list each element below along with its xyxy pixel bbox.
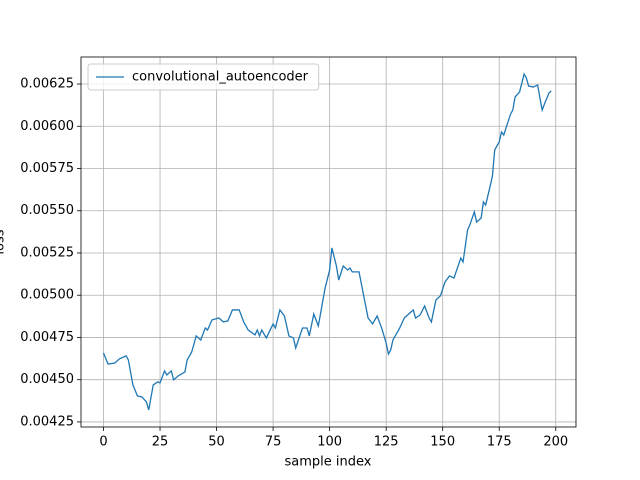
x-tick-label: 0 xyxy=(99,435,107,450)
y-tick-label: 0.00625 xyxy=(20,77,74,92)
x-tick-label: 25 xyxy=(152,435,169,450)
x-tick-label: 50 xyxy=(208,435,225,450)
x-tick-label: 150 xyxy=(430,435,455,450)
y-tick-label: 0.00450 xyxy=(20,372,74,387)
legend-label: convolutional_autoencoder xyxy=(132,70,309,85)
x-tick-label: 200 xyxy=(543,435,568,450)
x-tick-label: 75 xyxy=(265,435,282,450)
data-line xyxy=(102,72,552,411)
y-axis-label: loss xyxy=(0,229,8,254)
y-tick-label: 0.00525 xyxy=(20,245,74,260)
y-tick-label: 0.00475 xyxy=(20,330,74,345)
x-tick-label: 125 xyxy=(374,435,399,450)
y-tick-label: 0.00425 xyxy=(20,414,74,429)
y-tick-label: 0.00500 xyxy=(20,288,74,303)
x-tick-label: 100 xyxy=(317,435,342,450)
axes-frame xyxy=(80,56,577,428)
y-tick-label: 0.00550 xyxy=(20,203,74,218)
x-tick-label: 175 xyxy=(487,435,512,450)
x-axis-label: sample index xyxy=(285,455,372,470)
legend-box xyxy=(87,63,320,91)
y-tick-label: 0.00575 xyxy=(20,161,74,176)
y-tick-label: 0.00600 xyxy=(20,119,74,134)
